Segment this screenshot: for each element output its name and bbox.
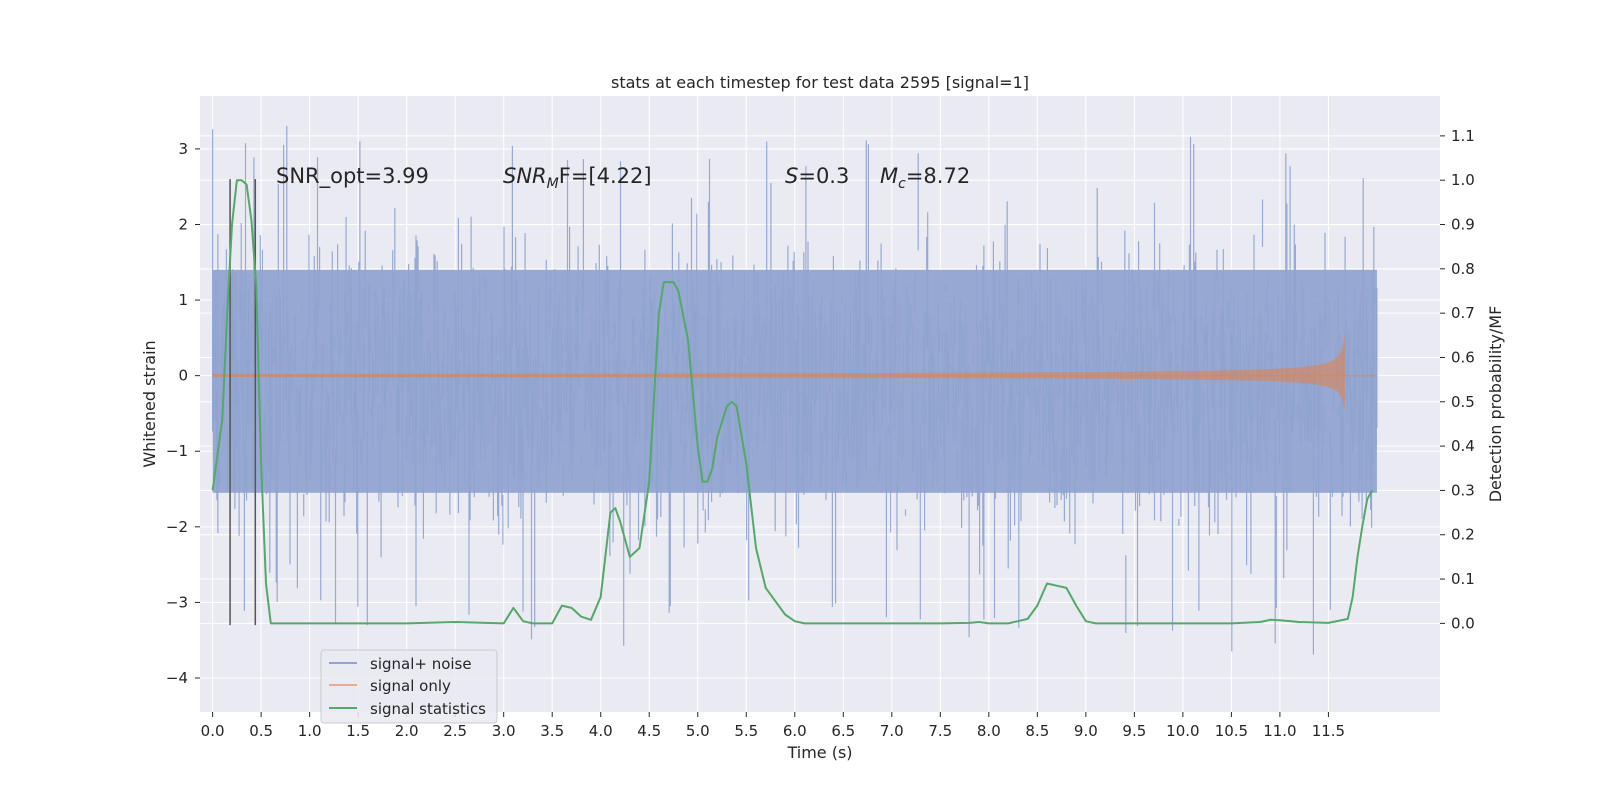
x-tick-label: 8.0 (977, 722, 1001, 740)
legend: signal+ noise signal only signal statist… (320, 649, 498, 724)
chirp-envelope (212, 334, 1345, 411)
x-tick-label: 3.5 (540, 722, 564, 740)
signal-statistics-series (211, 179, 1373, 625)
y-tick-label: 2 (178, 215, 188, 233)
x-tick-label: 11.5 (1312, 722, 1345, 740)
s-value: =0.3 (798, 164, 849, 188)
mc-symbol: M (880, 164, 898, 188)
y2-tick-label: 1.1 (1451, 127, 1475, 145)
s-annotation: S=0.3 (785, 164, 849, 188)
x-tick-label: 2.0 (395, 722, 419, 740)
x-tick-label: 8.5 (1025, 722, 1049, 740)
y2-tick-label: 0.8 (1451, 260, 1475, 278)
y2-axis-label: Detection probability/MF (1486, 306, 1505, 503)
x-tick-label: 7.5 (928, 722, 952, 740)
mc-value: =8.72 (906, 164, 970, 188)
mc-subscript: c (898, 176, 906, 192)
legend-label-noise: signal+ noise (370, 655, 472, 673)
y-axis-label: Whitened strain (140, 340, 159, 467)
legend-box (320, 649, 498, 724)
x-tick-label: 6.5 (831, 722, 855, 740)
y2-tick-label: 0.7 (1451, 304, 1475, 322)
signal-only-series (212, 334, 1377, 411)
y-tick-label: −3 (166, 593, 188, 611)
snr-mf-symbol: SNR (503, 164, 547, 188)
x-tick-label: 5.5 (734, 722, 758, 740)
s-symbol: S (785, 164, 798, 188)
y-tick-label: −4 (166, 669, 188, 687)
mc-annotation: Mc=8.72 (880, 164, 970, 192)
x-tick-label: 1.0 (298, 722, 322, 740)
x-tick-label: 10.0 (1166, 722, 1199, 740)
y2-tick-label: 0.2 (1451, 526, 1475, 544)
legend-label-statistics: signal statistics (370, 700, 486, 718)
statistics-line (211, 179, 1373, 625)
signal-noise-series (212, 125, 1378, 655)
snr-mf-annotation: SNRMF=[4.22] (503, 164, 652, 192)
x-tick-label: 0.5 (249, 722, 273, 740)
annotations: SNR_opt=3.99 SNRMF=[4.22] S=0.3 Mc=8.72 (276, 164, 970, 192)
y-tick-label: 3 (178, 140, 188, 158)
y-tick-label: −1 (166, 442, 188, 460)
x-tick-label: 3.0 (492, 722, 516, 740)
y-tick-label: −2 (166, 518, 188, 536)
snr-opt-annotation: SNR_opt=3.99 (276, 164, 429, 189)
x-tick-label: 1.5 (346, 722, 370, 740)
y2-tick-label: 0.9 (1451, 216, 1475, 234)
tick-labels: 0.0 0.5 1.0 1.5 2.0 2.5 3.0 3.5 4.0 4.5 5.0 5.5 6.0 6… (166, 127, 1475, 740)
x-axis-label: Time (s) (786, 743, 852, 762)
chart-title: stats at each timestep for test data 259… (611, 73, 1029, 92)
snr-mf-subscript: M (547, 176, 559, 192)
x-tick-label: 6.0 (783, 722, 807, 740)
y-tick-label: 0 (178, 367, 188, 385)
y-tick-label: 1 (178, 291, 188, 309)
x-tick-label: 7.0 (880, 722, 904, 740)
y2-tick-label: 0.0 (1451, 614, 1475, 632)
y2-tick-label: 0.3 (1451, 481, 1475, 499)
y2-tick-label: 0.4 (1451, 437, 1475, 455)
x-tick-label: 10.5 (1215, 722, 1248, 740)
x-tick-label: 9.0 (1074, 722, 1098, 740)
x-tick-label: 4.5 (637, 722, 661, 740)
x-tick-label: 9.5 (1122, 722, 1146, 740)
y2-tick-label: 1.0 (1451, 171, 1475, 189)
x-tick-label: 2.5 (443, 722, 467, 740)
y2-tick-label: 0.1 (1451, 570, 1475, 588)
x-tick-label: 11.0 (1263, 722, 1296, 740)
y2-tick-label: 0.5 (1451, 393, 1475, 411)
x-tick-label: 4.0 (589, 722, 613, 740)
x-tick-label: 0.0 (201, 722, 225, 740)
noise-trace (212, 125, 1378, 655)
y2-tick-label: 0.6 (1451, 348, 1475, 366)
legend-label-signal: signal only (370, 677, 451, 695)
x-tick-label: 5.0 (686, 722, 710, 740)
snr-mf-value: F=[4.22] (559, 164, 652, 188)
